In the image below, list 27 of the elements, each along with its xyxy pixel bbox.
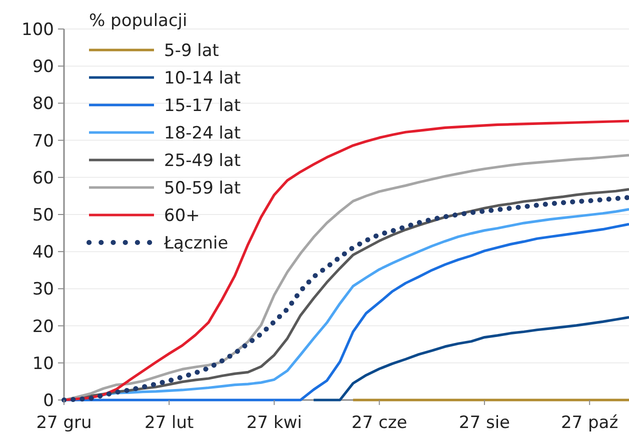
x-tick-label: 27 kwi	[246, 413, 302, 433]
legend-label: 15-17 lat	[164, 96, 241, 116]
y-tick-label: 40	[32, 242, 54, 263]
x-tick-label: 27 gru	[36, 413, 92, 433]
legend-title: % populacji	[89, 11, 188, 31]
legend-label: 50-59 lat	[164, 178, 241, 198]
y-tick-label: 100	[22, 20, 54, 40]
y-tick-label: 60	[32, 168, 54, 188]
y-tick-label: 0	[43, 390, 54, 411]
legend-label: Łącznie	[163, 233, 228, 254]
legend-label: 25-49 lat	[164, 150, 241, 171]
x-tick-label: 27 cze	[351, 413, 408, 433]
y-tick-label: 80	[32, 94, 54, 114]
x-tick-label: 27 sie	[458, 413, 510, 433]
y-tick-label: 20	[32, 316, 54, 337]
x-tick-label: 27 paź	[560, 413, 618, 433]
legend-label: 5-9 lat	[164, 40, 220, 61]
y-tick-label: 30	[32, 280, 54, 300]
y-tick-label: 90	[32, 57, 54, 78]
legend-label: 10-14 lat	[164, 68, 241, 88]
y-tick-label: 70	[32, 131, 54, 152]
y-tick-label: 50	[32, 205, 54, 226]
legend-label: 60+	[164, 206, 200, 226]
legend-label: 18-24 lat	[164, 123, 241, 144]
x-tick-label: 27 lut	[144, 413, 194, 433]
line-series	[312, 316, 629, 402]
y-tick-label: 10	[32, 354, 54, 374]
